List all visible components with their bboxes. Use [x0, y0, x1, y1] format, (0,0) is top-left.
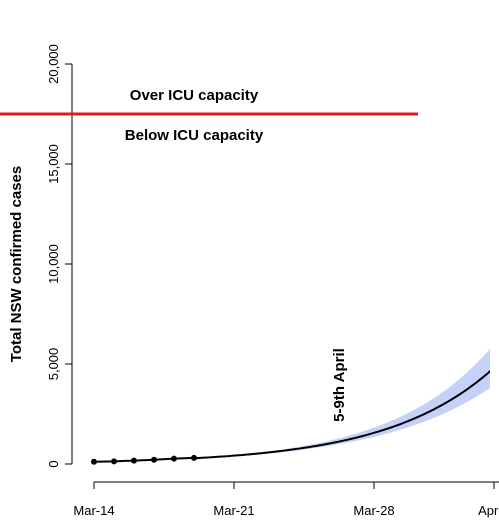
x-tick-label: Mar-28 — [353, 503, 394, 518]
axes-layer: 0 5,000 10,000 15,000 20,000 Mar-14 Mar-21 Mar-… — [46, 44, 499, 518]
y-tick-label: 15,000 — [46, 144, 61, 184]
observed-point — [131, 457, 137, 464]
observed-point — [151, 456, 157, 463]
confidence-band-layer — [194, 348, 490, 459]
y-tick-label: 10,000 — [46, 244, 61, 284]
projection-layer — [193, 370, 490, 460]
y-tick-label: 5,000 — [46, 348, 61, 381]
icu-label-below: Below ICU capacity — [125, 127, 264, 144]
confidence-band — [194, 348, 490, 459]
observed-point — [111, 458, 117, 465]
icu-label-above: Over ICU capacity — [130, 87, 259, 104]
window-label: 5-9th April — [331, 348, 348, 422]
projection-curve — [193, 370, 490, 460]
x-tick-label: Mar-14 — [73, 503, 114, 518]
y-tick-label: 20,000 — [46, 44, 61, 84]
reference-lines-layer — [0, 112, 418, 116]
y-axis-title: Total NSW confirmed cases — [8, 166, 25, 362]
x-tick-label: Apr-3 — [478, 503, 499, 518]
observed-layer — [91, 454, 197, 465]
observed-point — [191, 454, 197, 461]
x-tick-label: Mar-21 — [213, 503, 254, 518]
observed-point — [171, 455, 177, 462]
annotation-layer: Over ICU capacity Below ICU capacity 5-9… — [8, 87, 348, 422]
observed-point — [91, 458, 97, 465]
observed-line — [93, 456, 195, 463]
y-tick-label: 0 — [46, 460, 61, 467]
